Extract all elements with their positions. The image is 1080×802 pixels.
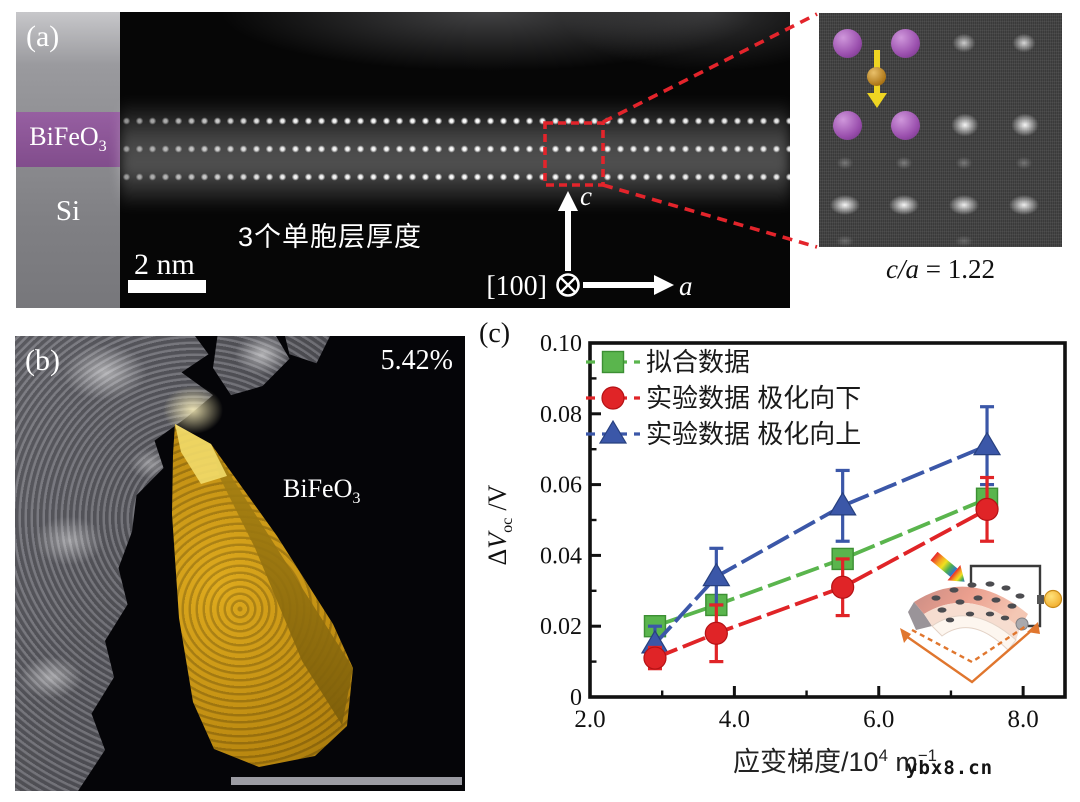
device-top-layer [914, 586, 1028, 628]
bending-angle-solid [905, 629, 1033, 684]
ca-ratio-caption: c/a = 1.22 [886, 254, 995, 284]
fe-atom-icon [867, 67, 886, 86]
device-end-cap [908, 602, 932, 630]
legend-label: 实验数据 极化向上 [646, 419, 861, 449]
panel-c-label: (c) [479, 318, 511, 349]
bulb-base [1037, 595, 1044, 604]
series-line [654, 497, 988, 628]
light-arrow-icon [930, 552, 965, 582]
substrate-label: Si [55, 195, 81, 227]
y-axis-label: ΔVoc/V [482, 484, 517, 566]
electrode-pads [931, 581, 1025, 623]
series-line [654, 507, 988, 660]
panel-b-sem-image: (b) 5.42% BiFeO3 [15, 336, 465, 791]
legend-label: 拟合数据 [646, 347, 750, 377]
data-point-triangle [598, 419, 628, 444]
crystal-axes: [100] c a [486, 183, 693, 302]
strain-value: 5.42% [380, 345, 453, 376]
series-1 [643, 475, 999, 671]
y-tick-label: 0.06 [540, 473, 582, 499]
bi-atom-icon [833, 111, 862, 140]
data-point-square [601, 350, 625, 374]
x-tick-label: 6.0 [863, 706, 894, 733]
bi-atom-icon [891, 29, 920, 58]
bending-angle-dashed [911, 625, 1027, 664]
y-tick-label: 0.10 [540, 331, 582, 357]
film-formula-label: BiFeO3 [29, 122, 107, 156]
axis-a-label: a [679, 271, 693, 301]
cross-section-strip: BiFeO3 Si [16, 12, 120, 308]
scale-bar [128, 280, 206, 293]
material-label: BiFeO3 [283, 474, 361, 508]
polarization-arrow-head [867, 93, 887, 108]
scale-bar [231, 777, 462, 785]
axis-c-label: c [580, 183, 592, 211]
voc-strain-chart: 2.0 4.0 6.0 8.0 0 0.02 0.04 0.06 0.08 0.10 拟合数据实验数… [540, 331, 1067, 733]
bi-atom-icon [891, 111, 920, 140]
magnified-lattice-inset [819, 13, 1062, 247]
data-point-circle [975, 497, 999, 521]
y-tick-label: 0.04 [540, 543, 582, 569]
y-tick-label: 0.08 [540, 402, 582, 428]
bulb-icon [1043, 589, 1063, 609]
x-tick-label: 4.0 [719, 706, 750, 733]
watermark: ybx8.cn [906, 757, 994, 779]
bending-device-schematic [900, 552, 1063, 684]
panel-a-label: (a) [26, 20, 60, 53]
legend-item: 拟合数据 [586, 347, 750, 377]
x-tick-label: 2.0 [574, 706, 605, 733]
scale-bar-label: 2 nm [134, 248, 195, 281]
data-point-triangle [828, 491, 857, 516]
bifeo3-film-band: BiFeO3 [16, 112, 120, 167]
legend-item: 实验数据 极化向上 [586, 419, 861, 449]
panel-a-stem-image: BiFeO3 Si (a) 3个单胞层厚度 2 nm [100] c a [16, 12, 790, 308]
legend-item: 实验数据 极化向下 [586, 383, 861, 413]
membrane-bright-streak [163, 386, 223, 434]
x-tick-label: 8.0 [1008, 706, 1039, 733]
data-point-circle [643, 646, 667, 670]
data-point-circle [601, 386, 625, 410]
y-tick-label: 0.02 [540, 614, 582, 640]
thickness-annotation: 3个单胞层厚度 [238, 222, 423, 252]
series-line [653, 443, 988, 646]
device-mid-layer [924, 602, 1020, 640]
zone-axis-label: [100] [486, 271, 547, 302]
stem-haze [120, 12, 790, 86]
legend-label: 实验数据 极化向下 [646, 383, 861, 413]
panel-b-label: (b) [25, 344, 60, 377]
data-point-circle [704, 621, 728, 645]
bi-atom-icon [833, 29, 862, 58]
x-axis-label: 应变梯度/104 m−1 [733, 746, 937, 777]
data-point-triangle [972, 431, 1002, 456]
data-point-triangle [702, 562, 731, 587]
atomic-lattice-band [120, 108, 790, 192]
y-tick-label: 0 [570, 685, 582, 711]
data-point-circle [831, 575, 855, 599]
